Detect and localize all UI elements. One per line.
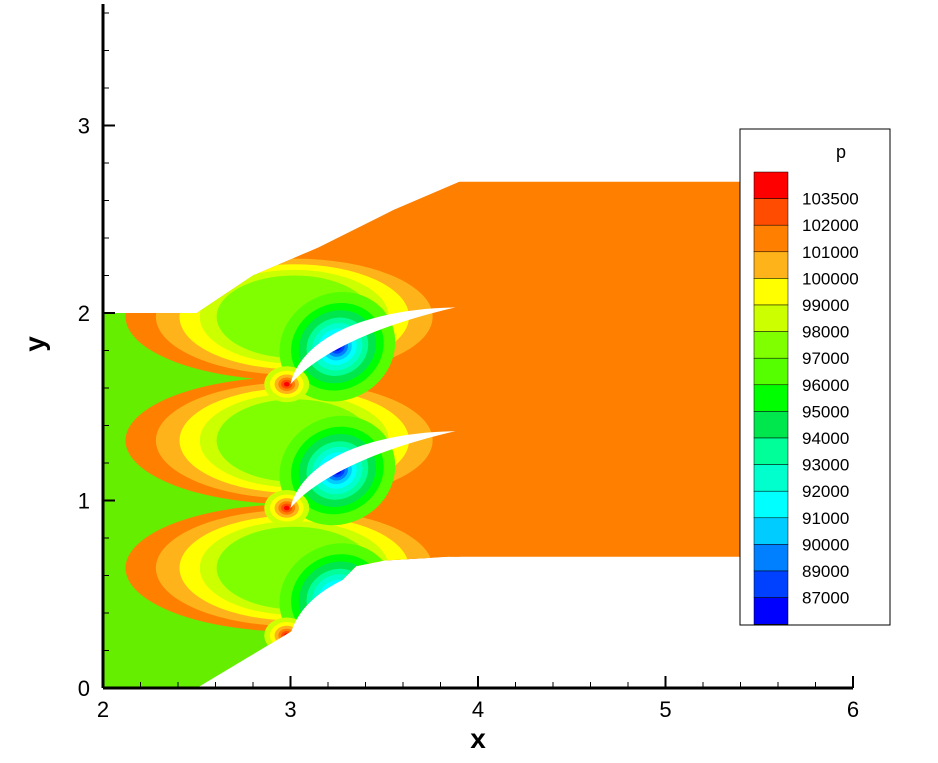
stagnation-contour [283, 505, 290, 511]
legend-swatch [753, 570, 789, 598]
legend-swatch [753, 251, 789, 279]
x-tick-label: 3 [284, 697, 296, 722]
legend-swatch [753, 437, 789, 465]
legend-swatch [753, 224, 789, 253]
legend-label: 102000 [802, 216, 859, 235]
legend-swatch [753, 597, 789, 625]
x-axis-title: x [470, 723, 486, 754]
y-axis-title: y [19, 336, 50, 352]
stagnation-contour [281, 631, 293, 640]
stagnation-contour [283, 382, 290, 387]
legend-label: 95000 [802, 402, 849, 421]
legend-swatch [753, 357, 789, 386]
legend-label: 96000 [802, 376, 849, 395]
legend-swatch [753, 171, 789, 199]
legend-label: 89000 [802, 562, 849, 581]
legend: p 103500 102000 101000 100000 99000 98000 9700… [739, 128, 891, 626]
legend-label: 101000 [802, 243, 859, 262]
legend-swatch [753, 464, 789, 492]
stagnation-contour [283, 633, 290, 638]
y-tick-labels: 0 1 2 3 [78, 114, 90, 702]
blade-group [290, 307, 456, 636]
legend-swatch [753, 331, 789, 359]
legend-label: 97000 [802, 349, 849, 368]
legend-swatch [753, 278, 789, 306]
legend-label: 91000 [802, 509, 849, 528]
y-tick-label: 1 [78, 489, 90, 514]
legend-label: 103500 [802, 190, 859, 209]
x-tick-label: 2 [97, 697, 109, 722]
blade-1 [290, 556, 450, 636]
x-tick-label: 4 [472, 697, 484, 722]
legend-label: 92000 [802, 482, 849, 501]
blade-2 [290, 431, 456, 508]
axes: 2 3 4 5 6 0 1 2 3 x y [19, 4, 859, 754]
legend-swatch [753, 490, 789, 519]
legend-title: p [836, 142, 846, 162]
y-tick-label: 2 [78, 301, 90, 326]
legend-swatch [753, 411, 789, 439]
y-tick-label: 3 [78, 114, 90, 139]
legend-label: 100000 [802, 269, 859, 288]
legend-swatch [753, 544, 789, 572]
legend-label: 87000 [802, 589, 849, 608]
legend-label: 94000 [802, 429, 849, 448]
legend-label: 90000 [802, 535, 849, 554]
legend-swatch [753, 198, 789, 226]
legend-label: 99000 [802, 296, 849, 315]
x-tick-label: 6 [847, 697, 859, 722]
legend-swatch [753, 517, 789, 545]
blade-3 [290, 307, 456, 385]
y-ticks [103, 12, 115, 689]
legend-labels: 103500 102000 101000 100000 99000 98000 97000 9… [802, 190, 859, 608]
legend-swatch [753, 304, 789, 332]
x-tick-label: 5 [659, 697, 671, 722]
legend-label: 98000 [802, 323, 849, 342]
legend-label: 93000 [802, 456, 849, 475]
x-tick-labels: 2 3 4 5 6 [97, 697, 859, 722]
x-ticks [102, 676, 854, 688]
legend-swatch [753, 384, 789, 412]
y-tick-label: 0 [78, 676, 90, 701]
legend-swatches [753, 171, 789, 625]
